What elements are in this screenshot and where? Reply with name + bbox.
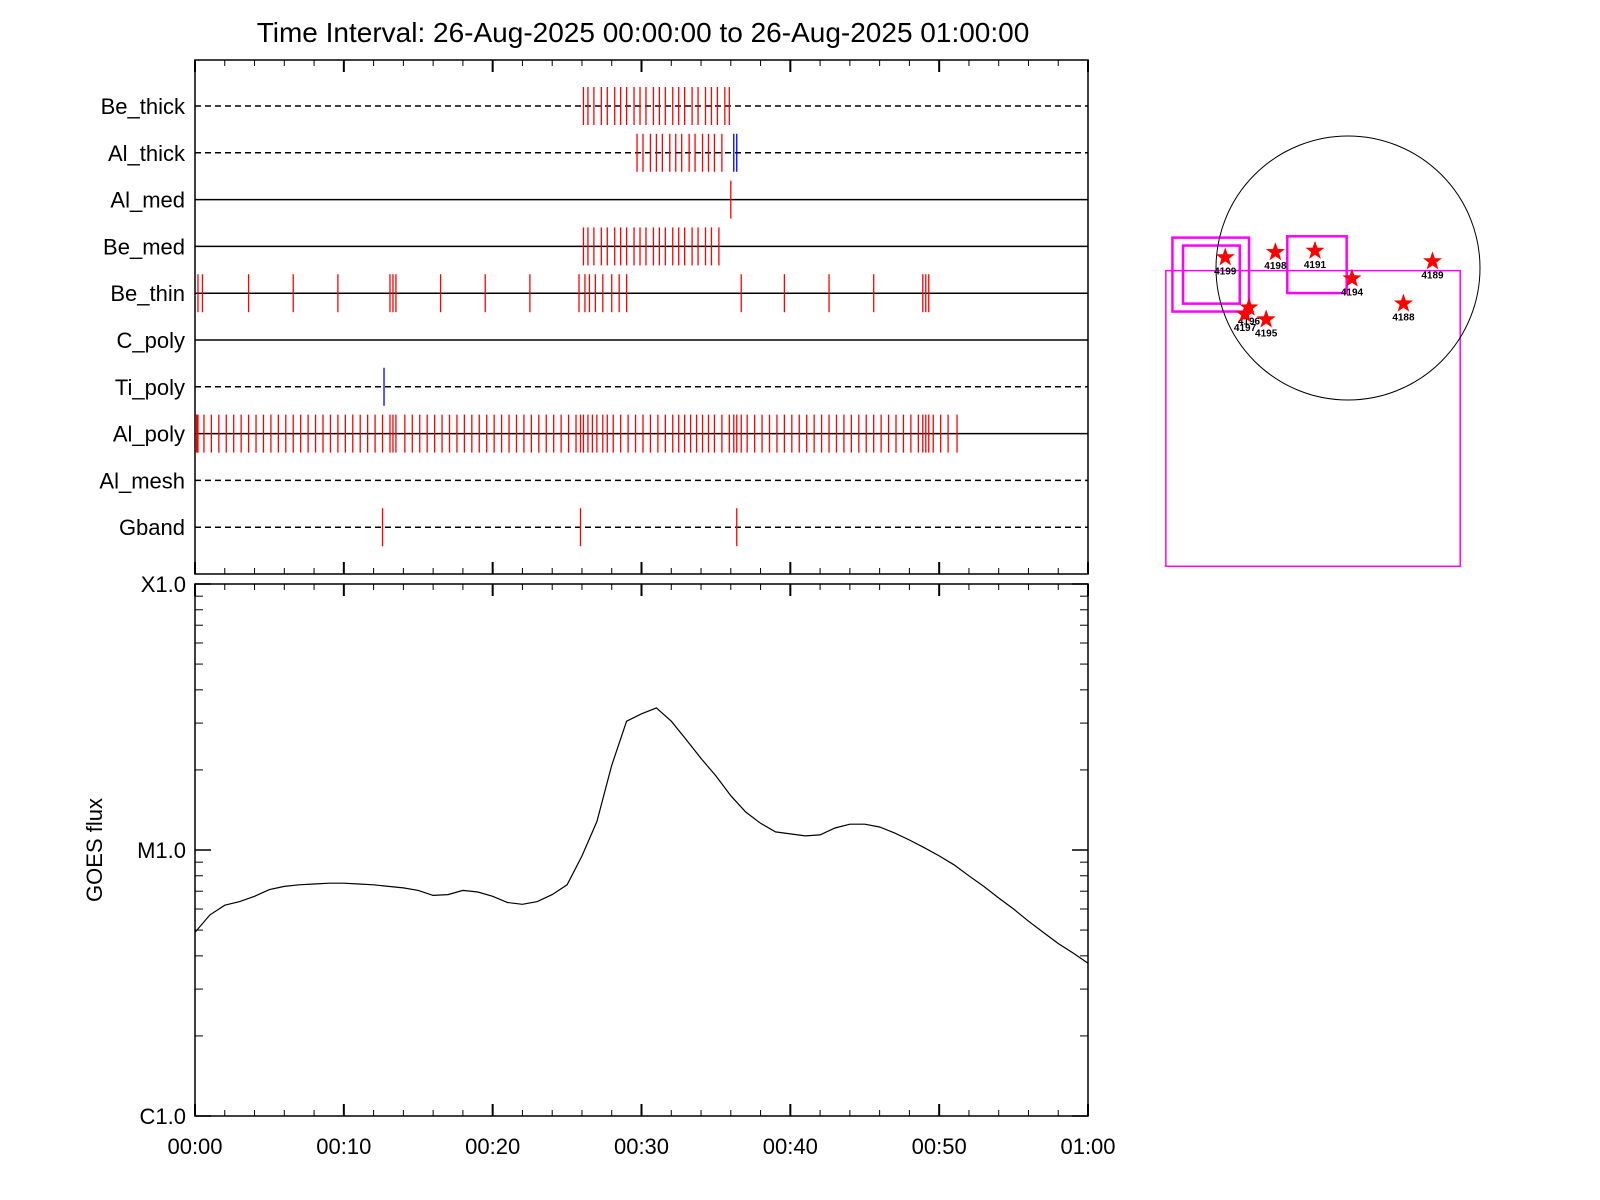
active-region-star	[1342, 268, 1362, 287]
active-region-label: 4195	[1255, 328, 1278, 339]
y-tick-label: C1.0	[140, 1104, 186, 1129]
active-region-label: 4189	[1421, 270, 1444, 281]
active-region-star	[1393, 293, 1413, 312]
field-of-view-box	[1165, 269, 1461, 568]
x-tick-label: 00:30	[614, 1134, 669, 1159]
active-region-label: 4197	[1234, 323, 1257, 334]
track-label-Be_thick: Be_thick	[101, 94, 186, 119]
x-tick-label: 00:00	[167, 1134, 222, 1159]
region-box	[1286, 235, 1348, 295]
x-tick-label: 00:50	[912, 1134, 967, 1159]
track-label-Be_thin: Be_thin	[110, 281, 185, 306]
active-region-label: 4191	[1304, 260, 1327, 271]
active-region-star	[1265, 242, 1285, 261]
track-label-Al_mesh: Al_mesh	[99, 468, 185, 493]
goes-flux-panel: C1.0 M1.0 X1.0 00:00 00:10 00:20 00:30 00:40 00:…	[82, 572, 1116, 1159]
y-axis-label: GOES flux	[82, 798, 107, 902]
goes-flux-line	[194, 707, 1089, 964]
solar-limb	[1215, 135, 1481, 401]
active-region-label: 4196	[1238, 317, 1261, 328]
x-tick-label: 00:40	[763, 1134, 818, 1159]
active-region-label: 4188	[1392, 313, 1415, 324]
active-region-label: 4194	[1341, 288, 1364, 299]
track-label-Al_med: Al_med	[110, 188, 185, 213]
active-region-star	[1305, 240, 1325, 259]
track-label-Al_thick: Al_thick	[108, 141, 186, 166]
track-label-Ti_poly: Ti_poly	[115, 375, 185, 400]
chart-title: Time Interval: 26-Aug-2025 00:00:00 to 2…	[257, 17, 1030, 48]
track-label-C_poly: C_poly	[117, 328, 185, 353]
x-tick-label: 01:00	[1060, 1134, 1115, 1159]
active-region-star	[1256, 309, 1276, 328]
goes-frame	[194, 583, 1089, 1117]
active-region-label: 4198	[1264, 261, 1287, 272]
x-tick-label: 00:20	[465, 1134, 520, 1159]
track-label-Gband: Gband	[119, 515, 185, 540]
active-region-star	[1215, 247, 1235, 266]
timeline-panel: Be_thick Al_thick Al_med Be_med Be_thin C_pol…	[99, 59, 1089, 575]
active-region-label: 4199	[1214, 266, 1237, 277]
x-tick-label: 00:10	[316, 1134, 371, 1159]
track-label-Al_poly: Al_poly	[113, 422, 185, 447]
y-tick-label: M1.0	[137, 838, 186, 863]
active-region-star	[1239, 297, 1259, 316]
active-region-star	[1235, 304, 1255, 323]
timeline-frame	[194, 59, 1089, 575]
track-label-Be_med: Be_med	[103, 234, 185, 259]
active-region-star	[1423, 251, 1442, 270]
y-tick-label: X1.0	[141, 572, 186, 597]
region-box	[1181, 244, 1242, 305]
region-box	[1171, 236, 1251, 313]
